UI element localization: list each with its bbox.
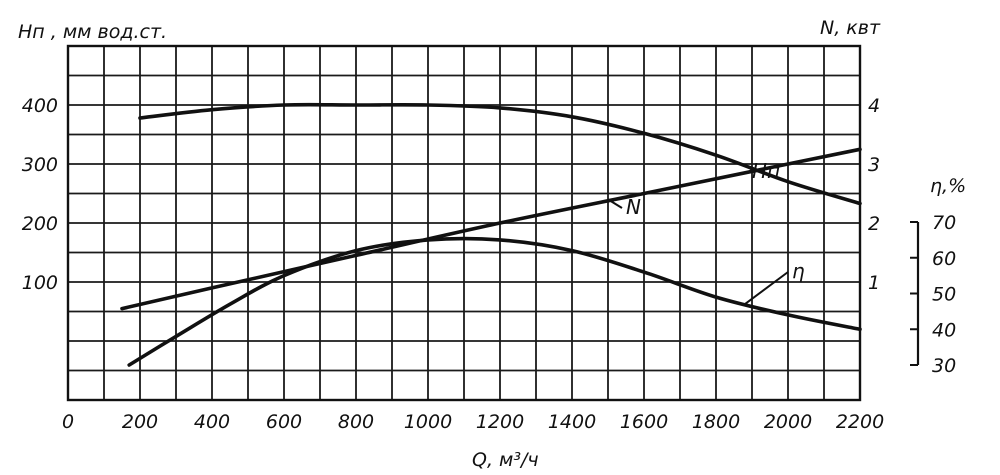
series-label-leader-1 xyxy=(607,198,623,209)
efficiency-tick-label: 60 xyxy=(932,248,956,270)
series-line-1 xyxy=(120,147,862,311)
plot-frame xyxy=(66,44,862,402)
series-line-0 xyxy=(138,102,862,206)
left-y-tick-label: 300 xyxy=(22,154,58,176)
left-y-tick-label: 100 xyxy=(22,272,58,294)
x-tick-label: 200 xyxy=(122,411,158,433)
x-tick-label: 800 xyxy=(338,411,374,433)
series-label-leader-2 xyxy=(744,271,789,306)
power-tick-label: 2 xyxy=(868,213,880,235)
x-tick-label: 1400 xyxy=(548,411,596,433)
x-tick-label: 2200 xyxy=(836,411,884,433)
series-label-2: η xyxy=(792,259,805,283)
efficiency-tick-label: 30 xyxy=(932,355,956,377)
efficiency-tick-label: 40 xyxy=(932,319,956,341)
x-tick-label: 1200 xyxy=(476,411,524,433)
right-power-axis-title: N, квт xyxy=(820,17,881,39)
power-tick-label: 4 xyxy=(868,95,880,117)
efficiency-tick-label: 50 xyxy=(932,284,956,306)
tick-labels: 0 200 400 600 800 1000 1200 1400 1600 1800 2000 220… xyxy=(22,95,956,433)
x-tick-label: 1000 xyxy=(404,411,452,433)
left-y-tick-label: 400 xyxy=(22,95,58,117)
power-tick-label: 1 xyxy=(868,272,880,294)
x-tick-label: 0 xyxy=(62,411,74,433)
left-axis-title: Hп , мм вод.ст. xyxy=(18,21,167,43)
x-tick-label: 1800 xyxy=(692,411,740,433)
x-tick-label: 600 xyxy=(266,411,302,433)
efficiency-tick-label: 70 xyxy=(932,212,956,234)
x-axis-title: Q, м³/ч xyxy=(472,449,539,471)
power-tick-label: 3 xyxy=(868,154,880,176)
x-tick-label: 1600 xyxy=(620,411,668,433)
x-tick-label: 2000 xyxy=(764,411,812,433)
x-tick-label: 400 xyxy=(194,411,230,433)
series-line-2 xyxy=(127,236,862,367)
right-efficiency-axis-title: η,% xyxy=(930,175,966,197)
left-y-tick-label: 200 xyxy=(22,213,58,235)
series-label-1: N xyxy=(626,195,641,219)
